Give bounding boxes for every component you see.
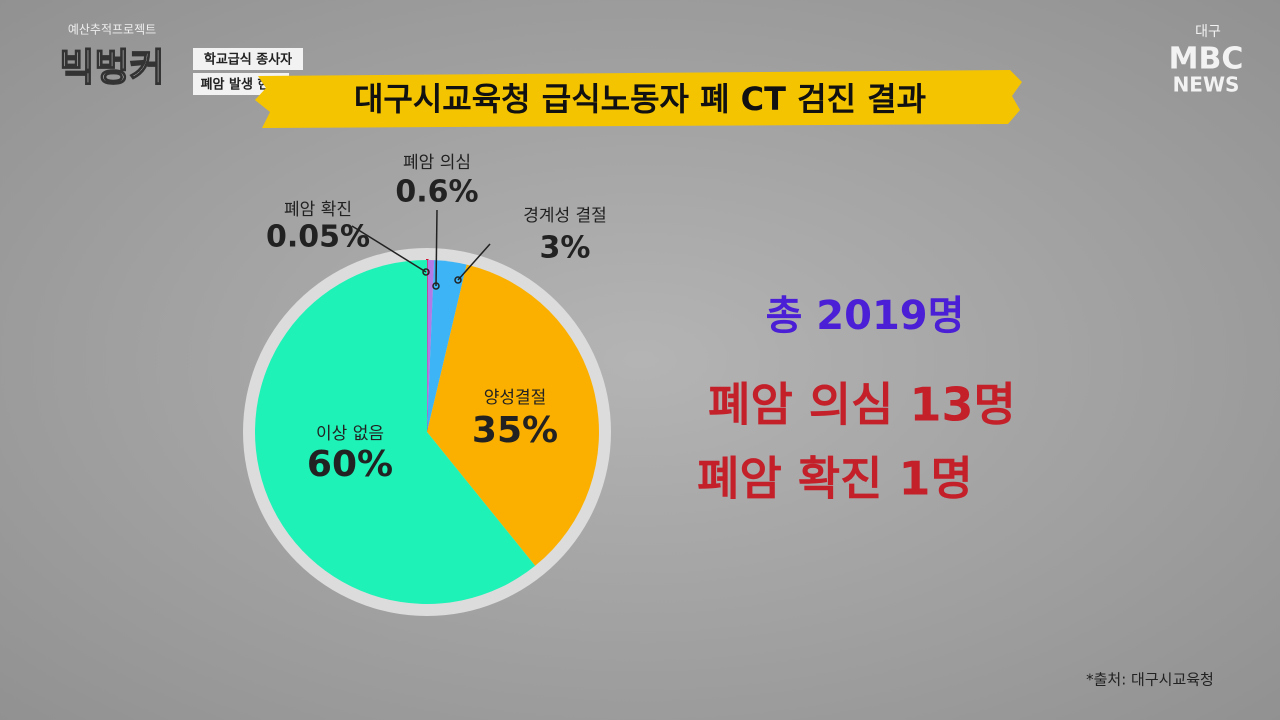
slice-label: 폐암 의심 xyxy=(403,153,471,173)
pie xyxy=(255,258,599,604)
slice-value: 3% xyxy=(540,231,591,266)
leader-dot xyxy=(422,268,430,276)
leader-dot xyxy=(454,276,462,284)
slice-value: 0.6% xyxy=(395,175,478,210)
slice-label: 양성결절 xyxy=(484,388,547,408)
slice-label: 경계성 결절 xyxy=(523,206,607,226)
topic-box xyxy=(193,48,303,70)
station-region: 대구 xyxy=(1195,24,1221,40)
summary-line: 폐암 의심 13명 xyxy=(708,378,1016,432)
source: *출처: 대구시교육청 xyxy=(1086,671,1214,689)
title-strip xyxy=(255,70,1022,128)
leader-dot xyxy=(432,282,440,290)
slice-value: 35% xyxy=(472,410,558,451)
chart-title: 대구시교육청 급식노동자 폐 CT 검진 결과 xyxy=(354,80,926,118)
summary-line: 폐암 확진 1명 xyxy=(697,452,973,506)
station-logo: MBC xyxy=(1169,42,1244,77)
slice-label: 이상 없음 xyxy=(316,424,384,444)
pie-slice xyxy=(255,260,536,604)
slice-value: 0.05% xyxy=(266,220,370,255)
slice-label: 폐암 확진 xyxy=(284,200,352,220)
slice-value: 60% xyxy=(307,444,393,485)
summary-total: 총 2019명 xyxy=(766,293,965,339)
leader-line xyxy=(435,209,438,287)
station-news: NEWS xyxy=(1173,73,1240,97)
pie-slice xyxy=(427,264,599,566)
pie-slice xyxy=(427,260,467,432)
leader-line xyxy=(457,243,491,281)
leader-line xyxy=(351,225,427,273)
program-logo: 빅벙커 xyxy=(60,46,165,90)
pie-slice xyxy=(427,260,435,432)
topic-line: 학교급식 종사자 xyxy=(204,52,292,68)
program-tag: 예산추적프로젝트 xyxy=(68,23,156,37)
